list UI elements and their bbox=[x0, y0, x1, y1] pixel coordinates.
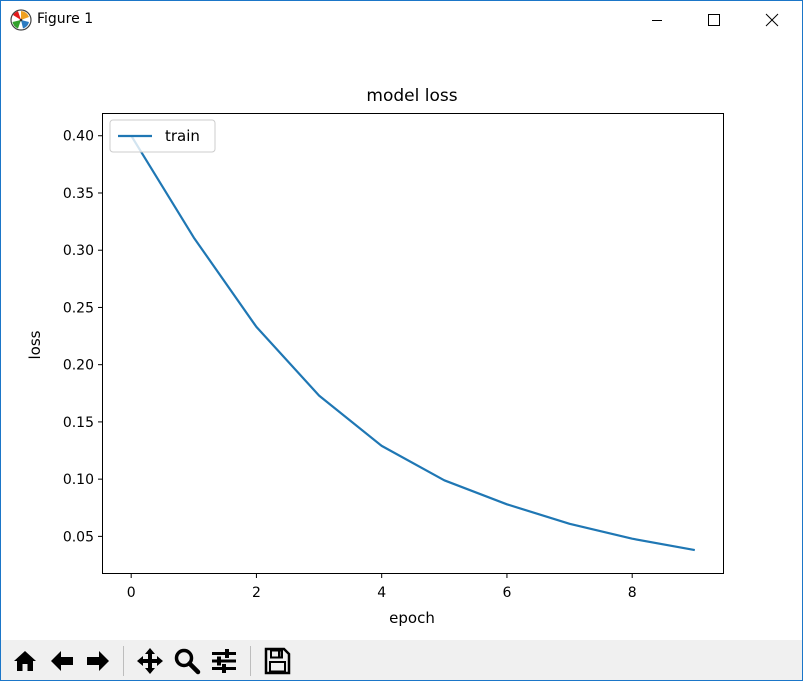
figure-canvas[interactable]: model loss epoch loss 0 2 4 6 8 0.05 0.10 0.15 0… bbox=[1, 39, 802, 640]
series-line-train bbox=[130, 135, 695, 552]
home-button[interactable] bbox=[9, 645, 41, 677]
pan-button[interactable] bbox=[134, 645, 166, 677]
maximize-icon bbox=[708, 14, 720, 26]
plot-area bbox=[102, 113, 724, 574]
maximize-button[interactable] bbox=[691, 1, 737, 39]
save-icon bbox=[264, 647, 291, 675]
legend bbox=[109, 119, 216, 153]
y-tick-label: 0.20 bbox=[63, 358, 94, 374]
minimize-button[interactable] bbox=[634, 1, 680, 39]
y-tick-label: 0.05 bbox=[63, 529, 94, 545]
close-icon bbox=[765, 13, 779, 27]
forward-icon bbox=[87, 651, 109, 671]
legend-label: train bbox=[165, 127, 200, 145]
back-icon bbox=[51, 651, 73, 671]
x-tick-label: 0 bbox=[127, 585, 136, 601]
x-axis-label: epoch bbox=[389, 609, 435, 627]
x-tick-label: 4 bbox=[377, 585, 386, 601]
y-tick-label: 0.15 bbox=[63, 415, 94, 431]
title-bar[interactable]: Figure 1 bbox=[1, 1, 802, 39]
x-tick-label: 2 bbox=[252, 585, 261, 601]
y-tick-label: 0.30 bbox=[63, 243, 94, 259]
forward-button[interactable] bbox=[82, 645, 114, 677]
x-tick-label: 6 bbox=[502, 585, 511, 601]
zoom-button[interactable] bbox=[171, 645, 203, 677]
back-button[interactable] bbox=[46, 645, 78, 677]
x-tick-label: 8 bbox=[628, 585, 637, 601]
chart: model loss epoch loss 0 2 4 6 8 0.05 0.10 0.15 0… bbox=[26, 86, 724, 627]
toolbar-separator bbox=[250, 646, 251, 676]
save-button[interactable] bbox=[261, 645, 293, 677]
y-tick-label: 0.10 bbox=[63, 472, 94, 488]
close-button[interactable] bbox=[749, 1, 795, 39]
y-tick-label: 0.40 bbox=[63, 129, 94, 145]
chart-title: model loss bbox=[366, 86, 457, 106]
y-tick-label: 0.25 bbox=[63, 300, 94, 316]
y-tick-label: 0.35 bbox=[63, 186, 94, 202]
configure-subplots-icon bbox=[212, 649, 236, 673]
minimize-icon bbox=[652, 20, 662, 21]
home-icon bbox=[14, 651, 36, 671]
toolbar-separator bbox=[123, 646, 124, 676]
zoom-icon bbox=[174, 648, 201, 675]
configure-subplots-button[interactable] bbox=[208, 645, 240, 677]
navigation-toolbar bbox=[1, 640, 802, 680]
matplotlib-icon bbox=[10, 9, 32, 31]
pan-icon bbox=[137, 648, 163, 674]
window-title: Figure 1 bbox=[37, 11, 94, 27]
y-axis-label: loss bbox=[26, 330, 44, 359]
